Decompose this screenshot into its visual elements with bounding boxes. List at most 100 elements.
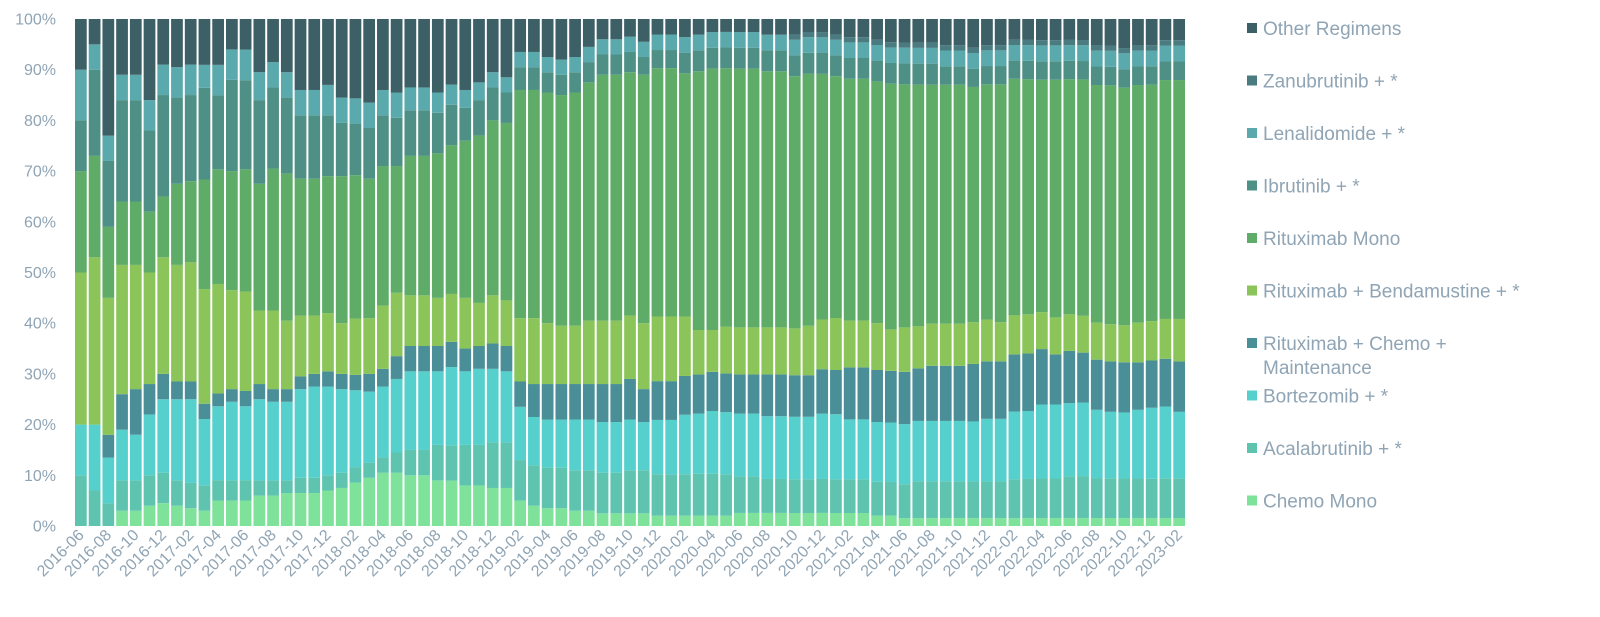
bar-segment-2017-11-0 [308,493,321,526]
bar-segment-2018-08-2 [431,371,444,445]
bar-segment-2021-08-9 [926,19,938,43]
bar-segment-2021-01-2 [830,414,842,480]
bar-segment-2017-05-6 [226,79,238,172]
bar-segment-2018-05-1 [390,452,403,473]
bar-segment-2017-10-1 [294,477,307,494]
bar-segment-2022-12-4 [1145,321,1158,361]
bar-segment-2019-06-1 [569,470,581,511]
bar-segment-2016-08-4 [102,297,115,435]
bar-segment-2019-02-9 [514,19,527,52]
legend-swatch [1247,338,1257,348]
bar-segment-2018-02-4 [349,318,362,375]
legend-item: Chemo Mono [1247,492,1377,513]
bar-segment-2021-09-2 [939,420,952,482]
bar-segment-2019-03-5 [528,89,540,319]
bar-segment-2021-09-7 [939,50,952,67]
bar-segment-2017-08-3 [267,389,279,402]
bar-segment-2022-06-0 [1063,518,1076,526]
legend-item: Other Regimens [1247,19,1401,40]
bar-segment-2018-12-7 [486,72,499,88]
bar-segment-2022-06-5 [1063,79,1076,315]
bar-segment-2022-07-7 [1077,45,1089,62]
bar-segment-2021-03-3 [857,367,870,420]
bar-segment-2017-05-0 [226,500,238,526]
bar-segment-2021-04-3 [871,370,883,422]
bar-segment-2019-05-4 [555,325,568,385]
bar-segment-2021-12-5 [981,84,993,320]
bar-segment-2016-08-3 [102,434,115,458]
bar-segment-2016-08-6 [102,160,115,227]
bar-segment-2022-03-3 [1022,353,1034,412]
bar-segment-2021-06-5 [898,84,911,328]
bar-segment-2022-08-8 [1090,45,1103,51]
bar-segment-2017-11-1 [308,477,321,494]
bar-segment-2020-09-9 [775,19,787,35]
bar-segment-2018-03-4 [363,318,376,374]
y-tick-label: 100% [15,12,56,29]
bar-segment-2018-08-3 [431,346,444,372]
bar-segment-2019-08-6 [596,54,609,75]
bar-segment-2022-04-2 [1035,404,1048,479]
bar-segment-2016-12-7 [157,64,170,96]
bar-segment-2019-01-7 [500,77,513,93]
bar-segment-2022-02-1 [1008,479,1021,519]
bar-segment-2022-06-1 [1063,476,1076,519]
bar-segment-2017-07-1 [253,480,266,496]
bar-segment-2019-03-1 [528,465,540,506]
bar-segment-2021-08-6 [926,63,938,85]
bar-segment-2023-01-6 [1159,61,1172,81]
bar-segment-2017-02-2 [184,399,197,483]
legend-label: Other Regimens [1263,19,1401,40]
bar-segment-2021-02-8 [843,37,856,43]
bar-segment-2021-06-6 [898,63,911,85]
bar-segment-2022-06-6 [1063,60,1076,80]
bar-segment-2017-11-7 [308,89,321,116]
bar-segment-2020-03-3 [692,374,705,414]
bar-segment-2022-09-0 [1104,518,1117,526]
bar-segment-2021-03-1 [857,479,870,513]
bar-segment-2016-06-5 [75,171,87,273]
bar-segment-2018-10-4 [459,297,472,349]
legend-swatch [1247,233,1257,243]
bar-segment-2018-07-4 [418,295,430,347]
bar-segment-2017-10-9 [294,19,307,90]
bar-segment-2016-12-6 [157,95,170,197]
bar-segment-2020-12-9 [816,19,829,33]
bar-segment-2020-05-9 [720,19,732,32]
bar-segment-2018-12-1 [486,442,499,488]
bar-segment-2018-05-0 [390,472,403,526]
bar-segment-2019-05-5 [555,95,568,326]
bar-segment-2021-11-1 [967,481,980,519]
bar-segment-2017-09-7 [280,72,293,98]
bar-segment-2019-01-4 [500,300,513,347]
bar-segment-2021-07-0 [912,518,925,526]
bar-segment-2020-10-3 [788,375,801,417]
bar-segment-2019-10-1 [624,470,636,514]
bar-segment-2019-04-7 [541,57,554,73]
bar-segment-2018-08-0 [431,480,444,526]
bar-segment-2020-01-0 [665,515,678,526]
bar-segment-2023-01-9 [1159,19,1172,41]
bar-segment-2023-01-7 [1159,45,1172,62]
bar-segment-2022-03-5 [1022,79,1034,315]
bar-segment-2018-11-2 [473,368,485,445]
bar-segment-2017-04-6 [212,95,225,170]
bar-segment-2019-04-9 [541,19,554,58]
bar-segment-2020-06-5 [733,68,746,328]
bar-segment-2018-03-2 [363,391,376,463]
legend-swatch [1247,23,1257,33]
bar-segment-2021-10-4 [953,323,966,366]
bar-segment-2022-01-1 [994,481,1007,519]
bar-segment-2019-05-6 [555,74,568,96]
bar-segment-2016-09-7 [116,74,128,101]
bar-segment-2017-08-5 [267,168,279,311]
bar-segment-2020-03-6 [692,50,705,72]
bar-segment-2017-02-1 [184,482,197,509]
bar-segment-2019-03-2 [528,417,540,466]
bar-segment-2020-05-5 [720,68,732,327]
bar-segment-2018-02-9 [349,19,362,99]
bar-segment-2017-12-7 [322,84,334,116]
bar-segment-2020-01-9 [665,19,678,35]
bar-segment-2020-01-4 [665,316,678,382]
bar-segment-2020-07-9 [747,19,760,33]
